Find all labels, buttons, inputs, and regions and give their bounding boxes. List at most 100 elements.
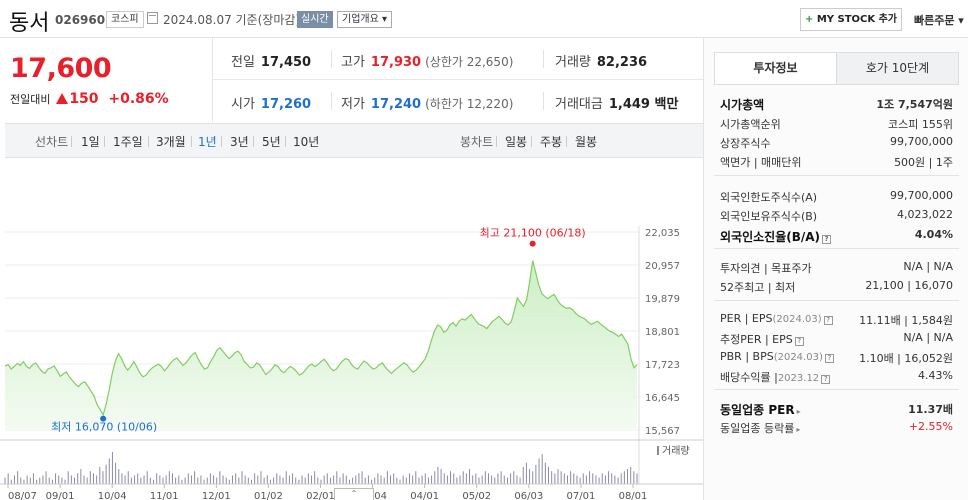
- divider: [714, 175, 959, 176]
- price-line: [4, 260, 638, 417]
- x-tick-label: 09/01: [46, 491, 75, 500]
- help-icon[interactable]: ?: [824, 354, 834, 363]
- info-value: 99,700,000: [890, 135, 953, 148]
- info-value: 21,100 | 16,070: [865, 279, 953, 292]
- low-label: 저가: [341, 97, 365, 112]
- high-label: 고가: [341, 55, 365, 70]
- divider: [71, 136, 72, 147]
- high-marker: [529, 240, 536, 247]
- quick-order-button[interactable]: 빠른주문 ▾: [914, 14, 964, 27]
- info-row: 동일업종 등락률 ▸ +2.55%: [714, 418, 959, 437]
- help-icon[interactable]: ?: [794, 337, 804, 346]
- x-tick-label: 01/02: [254, 491, 283, 500]
- info-row: PER | EPS(2024.03)? 11.11배 | 1,584원: [714, 310, 959, 329]
- x-tick-label: 02/01: [306, 491, 335, 500]
- info-key: 시가총액순위: [720, 116, 781, 132]
- info-key: 외국인한도주식수(A): [720, 189, 817, 205]
- divider: [148, 136, 149, 147]
- info-key: 외국인보유주식수(B): [720, 208, 817, 224]
- volume-label: 거래량: [662, 445, 690, 457]
- quote-row: 전일 17,450 고가 17,930 (상한가 22,650) 거래량 82,236: [213, 38, 704, 80]
- chevron-right-icon[interactable]: ▸: [796, 407, 801, 416]
- tab-10y[interactable]: 10년: [293, 135, 320, 149]
- lower-limit: (하한가 12,220): [425, 97, 514, 111]
- quote-grid: 전일 17,450 고가 17,930 (상한가 22,650) 거래량 82,236 …: [212, 38, 704, 122]
- tab-1w[interactable]: 1주일: [113, 135, 143, 149]
- info-value: 4.43%: [918, 369, 953, 382]
- info-value: 1조 7,547억원: [876, 98, 953, 111]
- help-icon[interactable]: ?: [822, 235, 832, 244]
- high-price: 고가 17,930 (상한가 22,650): [341, 51, 513, 70]
- info-key: 동일업종 PER ▸: [720, 401, 801, 418]
- info-value: +2.55%: [908, 420, 953, 433]
- volume-value: 82,236: [596, 55, 648, 70]
- info-value: 4.04%: [914, 228, 953, 241]
- price-chart[interactable]: 22,035 20,957 19,879 18,801 17,723 16,645 15,5…: [0, 184, 703, 500]
- tab-5y[interactable]: 5년: [262, 135, 281, 149]
- mystock-add-button[interactable]: + MY STOCK 추가: [800, 8, 902, 31]
- collapse-button[interactable]: ⌃: [334, 488, 374, 500]
- x-tick-label: 08/01: [619, 491, 648, 500]
- company-overview-button[interactable]: 기업개요 ▾: [337, 11, 392, 28]
- info-key-text: 외국인소진율(B/A): [720, 230, 821, 244]
- info-value: 코스피 155위: [888, 118, 953, 131]
- info-key: PER | EPS(2024.03)?: [720, 312, 833, 325]
- divider: [191, 136, 192, 147]
- help-icon[interactable]: ?: [823, 316, 833, 325]
- info-key: 투자의견 | 목표주가: [720, 260, 812, 276]
- divider: [331, 50, 332, 68]
- x-tick-label: 07/01: [567, 491, 596, 500]
- tab-1d[interactable]: 1일: [81, 135, 100, 149]
- tab-3y[interactable]: 3년: [230, 135, 249, 149]
- high-label: 최고 21,100 (06/18): [480, 227, 586, 240]
- y-tick-label: 20,957: [645, 261, 680, 272]
- info-key-text: 52주최고 | 최저: [720, 281, 796, 294]
- quote-row: 시가 17,260 저가 17,240 (하한가 12,220) 거래대금 1,449 …: [213, 80, 704, 122]
- price-box: 17,600 전일대비 150 +0.86%: [0, 38, 212, 122]
- tab-orderbook-10[interactable]: 호가 10단계: [836, 52, 959, 85]
- info-row: 외국인한도주식수(A) 99,700,000: [714, 187, 959, 206]
- info-key: 상장주식수: [720, 135, 771, 151]
- tab-monthly[interactable]: 월봉: [575, 135, 598, 149]
- divider: [543, 50, 544, 68]
- info-value: N/A | N/A: [903, 260, 953, 273]
- info-key-text: 시가총액순위: [720, 118, 781, 131]
- info-key-text: 추정PER | EPS: [720, 333, 793, 346]
- x-tick-label: 12/01: [202, 491, 231, 500]
- info-value: 11.37배: [908, 403, 953, 416]
- divider: [331, 92, 332, 110]
- chevron-right-icon[interactable]: ▸: [796, 425, 801, 434]
- info-key-text: 외국인보유주식수(B): [720, 210, 818, 223]
- info-value: 500원 | 1주: [894, 156, 953, 169]
- info-row: 투자의견 | 목표주가 N/A | N/A: [714, 258, 959, 277]
- info-key: PBR | BPS(2024.03)?: [720, 350, 834, 363]
- info-value: 99,700,000: [890, 189, 953, 202]
- divider: [253, 136, 254, 147]
- tab-3m[interactable]: 3개월: [156, 135, 186, 149]
- info-key-text: 배당수익률 |: [720, 371, 778, 384]
- y-tick-label: 17,723: [645, 360, 680, 371]
- info-key: 52주최고 | 최저: [720, 279, 795, 295]
- tab-weekly[interactable]: 주봉: [540, 135, 563, 149]
- realtime-button[interactable]: 실시간: [297, 11, 333, 28]
- divider: [566, 136, 567, 147]
- info-key: 액면가 | 매매단위: [720, 154, 802, 170]
- info-row: 외국인소진율(B/A)? 4.04%: [714, 226, 959, 245]
- help-icon[interactable]: ?: [821, 375, 831, 384]
- tab-investment-info[interactable]: 투자정보: [714, 52, 837, 85]
- info-row: 시가총액 1조 7,547억원: [714, 94, 959, 113]
- tab-1y[interactable]: 1년: [198, 135, 217, 149]
- low-label: 최저 16,070 (10/06): [51, 421, 157, 434]
- volume-label: 거래량: [555, 55, 591, 70]
- info-row: 동일업종 PER ▸ 11.37배: [714, 399, 959, 418]
- turnover: 거래대금 1,449 백만: [555, 93, 678, 112]
- stock-code: 026960: [55, 13, 106, 27]
- x-tick-label: 08/07: [8, 491, 37, 500]
- tab-daily[interactable]: 일봉: [505, 135, 528, 149]
- change-line: 전일대비 150 +0.86%: [10, 91, 169, 107]
- info-key-date: 2023.12: [777, 373, 820, 384]
- info-row: 배당수익률 |2023.12? 4.43%: [714, 367, 959, 386]
- turnover-label: 거래대금: [555, 97, 603, 112]
- info-key-text: 상장주식수: [720, 137, 771, 150]
- price-area: [5, 260, 637, 430]
